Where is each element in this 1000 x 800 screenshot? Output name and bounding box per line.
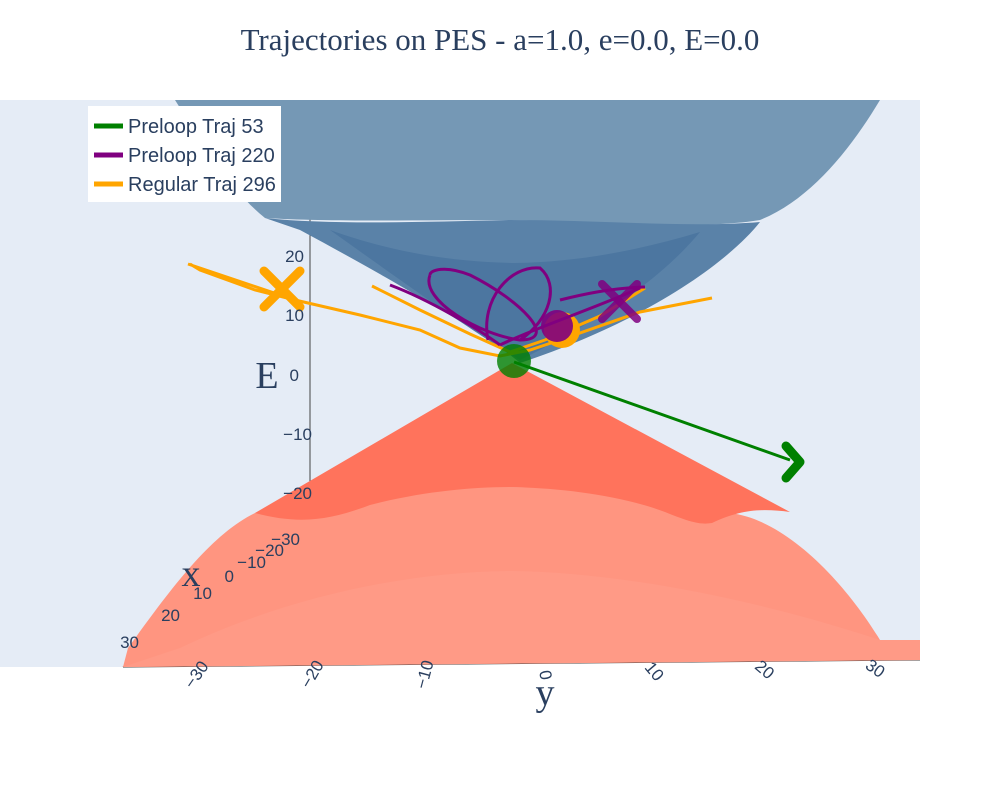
x-tick-label: 0 (225, 567, 234, 586)
e-tick-label: −10 (283, 425, 312, 444)
legend-item-preloop-220[interactable]: Preloop Traj 220 (94, 145, 275, 167)
preloop-53-end-marker (781, 441, 805, 483)
x-tick-label: 20 (161, 606, 180, 625)
e-axis-title: E (255, 355, 278, 397)
e-tick-label: 0 (290, 366, 299, 385)
preloop-220-end-marker (598, 280, 641, 323)
e-tick-label: 20 (285, 247, 304, 266)
lower-surface-rim (123, 571, 920, 667)
upper-surface-back (175, 100, 880, 225)
trajectory-preloop-220 (389, 266, 646, 347)
scene[interactable] (0, 100, 920, 668)
x-tick-label: 30 (120, 633, 139, 652)
preloop-53-start-marker (497, 344, 531, 378)
legend[interactable]: Preloop Traj 53 Preloop Traj 220 Regular… (88, 106, 281, 202)
preloop-53-traj-line (513, 360, 791, 462)
x-tick-label: −30 (271, 530, 300, 549)
legend-item-regular-296[interactable]: Regular Traj 296 (94, 174, 276, 196)
chart-title: Trajectories on PES - a=1.0, e=0.0, E=0.… (241, 22, 760, 57)
legend-label: Preloop Traj 220 (128, 145, 275, 167)
x-tick-label: −20 (255, 541, 284, 560)
legend-item-preloop-53[interactable]: Preloop Traj 53 (94, 116, 264, 138)
preloop-220-start-marker (541, 310, 573, 342)
trajectory-preloop-53 (497, 344, 805, 483)
x-tick-label: −10 (237, 553, 266, 572)
legend-label: Preloop Traj 53 (128, 116, 264, 138)
lower-surface (123, 363, 920, 667)
upper-surface (175, 100, 880, 363)
regular-traj-end-marker (259, 266, 305, 312)
e-tick-label: 10 (285, 306, 304, 325)
e-axis-ticks: 20 10 0 −10 −20 (283, 247, 312, 503)
x-tick-label: 10 (193, 584, 212, 603)
y-tick-label: 0 (535, 669, 555, 682)
x-axis-ticks: 30 20 10 0 −10 −20 −30 (120, 530, 300, 652)
upper-surface-inner (330, 230, 700, 360)
preloop-220-traj-line (389, 266, 646, 347)
legend-label: Regular Traj 296 (128, 174, 276, 196)
lower-surface-cone (255, 363, 790, 524)
y-axis-title: y (536, 672, 555, 714)
e-tick-label: −20 (283, 484, 312, 503)
x-axis-title: x (182, 553, 201, 595)
